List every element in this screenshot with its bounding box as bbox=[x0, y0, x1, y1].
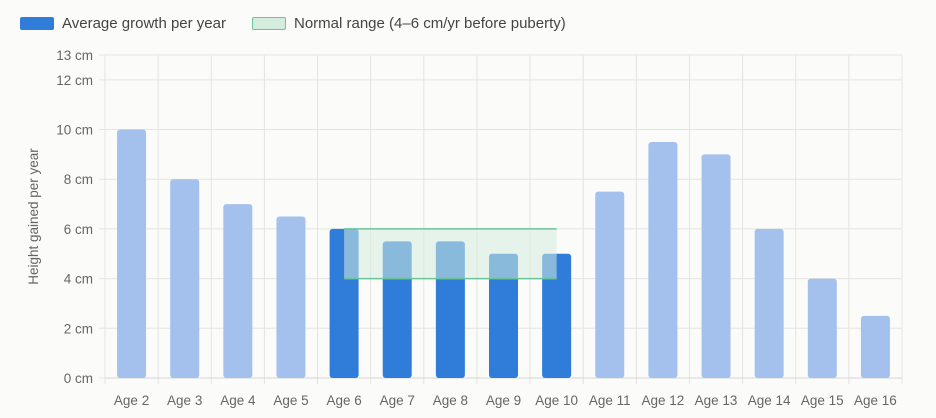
x-tick-label: Age 11 bbox=[589, 393, 631, 408]
bar-age-3 bbox=[170, 179, 200, 378]
x-tick-label: Age 8 bbox=[433, 393, 468, 408]
x-tick-label: Age 15 bbox=[801, 393, 844, 408]
bar-age-9 bbox=[489, 253, 518, 378]
y-tick-label: 6 cm bbox=[64, 222, 93, 237]
normal-range-band bbox=[344, 228, 557, 280]
y-tick-label: 10 cm bbox=[56, 123, 93, 138]
y-axis-title: Height gained per year bbox=[26, 148, 41, 285]
x-tick-label: Age 16 bbox=[854, 393, 897, 408]
bar-age-4 bbox=[223, 204, 253, 378]
x-tick-label: Age 2 bbox=[114, 393, 149, 408]
bar-age-12 bbox=[648, 141, 678, 378]
bar-age-2 bbox=[117, 129, 147, 378]
bar-age-11 bbox=[595, 191, 625, 378]
x-tick-label: Age 10 bbox=[535, 393, 578, 408]
legend-swatch-average-growth bbox=[20, 16, 54, 30]
legend-swatch-normal-range bbox=[251, 16, 286, 30]
legend-label-average-growth: Average growth per year bbox=[62, 14, 226, 32]
y-tick-label: 4 cm bbox=[64, 272, 93, 287]
y-tick-label: 8 cm bbox=[64, 172, 93, 187]
bar-age-10 bbox=[542, 253, 572, 378]
chart-legend: Average growth per year Normal range (4–… bbox=[20, 12, 566, 34]
bar-age-13 bbox=[701, 154, 731, 378]
x-tick-label: Age 13 bbox=[695, 393, 738, 408]
x-tick-label: Age 9 bbox=[486, 393, 521, 408]
y-tick-label: 2 cm bbox=[64, 321, 93, 336]
legend-item-normal-range[interactable]: Normal range (4–6 cm/yr before puberty) bbox=[251, 14, 566, 32]
x-tick-label: Age 7 bbox=[380, 393, 415, 408]
y-tick-label: 0 cm bbox=[64, 371, 93, 386]
normal-range-fill bbox=[344, 228, 557, 279]
x-tick-label: Age 14 bbox=[748, 393, 791, 408]
bar-age-15 bbox=[807, 278, 837, 378]
x-tick-label: Age 4 bbox=[220, 393, 256, 408]
x-tick-label: Age 3 bbox=[167, 393, 202, 408]
y-tick-label: 12 cm bbox=[56, 73, 93, 88]
legend-item-average-growth[interactable]: Average growth per year bbox=[20, 15, 226, 32]
x-tick-label: Age 12 bbox=[642, 393, 685, 408]
bar-age-5 bbox=[276, 216, 306, 378]
y-tick-label: 13 cm bbox=[56, 48, 93, 63]
x-tick-label: Age 6 bbox=[326, 393, 361, 408]
legend-label-normal-range: Normal range (4–6 cm/yr before puberty) bbox=[293, 14, 566, 32]
bar-age-14 bbox=[754, 228, 784, 378]
x-tick-label: Age 5 bbox=[273, 393, 308, 408]
bar-age-16 bbox=[860, 315, 890, 378]
